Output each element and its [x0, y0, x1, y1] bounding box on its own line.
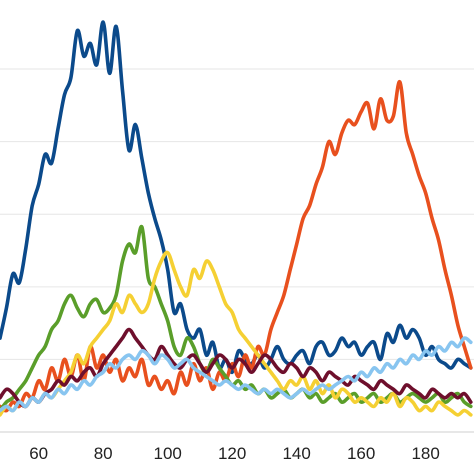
- x-tick-label-120: 120: [218, 444, 246, 463]
- x-tick-label-100: 100: [153, 444, 181, 463]
- x-tick-labels: 60 80 100 120 140 160 180: [29, 444, 440, 463]
- series-line-5: [0, 336, 473, 413]
- x-tick-label-80: 80: [94, 444, 113, 463]
- series-lines: [0, 20, 473, 417]
- x-tick-label-160: 160: [347, 444, 375, 463]
- x-tick-label-180: 180: [411, 444, 439, 463]
- x-tick-label-140: 140: [282, 444, 310, 463]
- x-tick-label-60: 60: [29, 444, 48, 463]
- series-line-3: [0, 250, 473, 417]
- gridlines: [0, 68, 474, 360]
- series-line-4: [0, 327, 473, 409]
